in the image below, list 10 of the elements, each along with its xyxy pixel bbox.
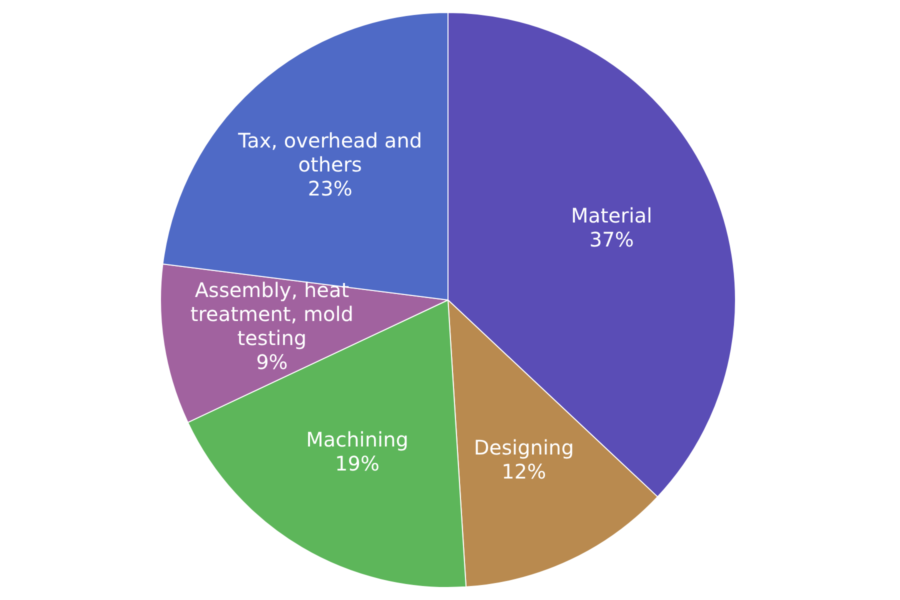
slice-label: Tax, overhead and others [237,128,422,176]
data-label: 19% [335,452,380,476]
slice-label: Designing [474,435,574,460]
slice-label: Assembly, heat treatment, mold testing [190,278,354,350]
data-label: 9% [256,350,288,374]
slice-label: Material [570,203,652,228]
data-label: 23% [308,176,352,200]
slice-label: Machining [306,428,408,452]
data-label: 37% [589,227,634,252]
data-label: 12% [502,459,546,484]
